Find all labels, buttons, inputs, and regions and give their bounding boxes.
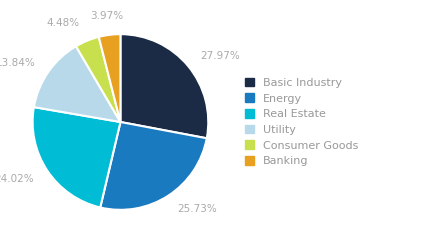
Wedge shape [120, 34, 208, 138]
Wedge shape [34, 46, 120, 122]
Text: 13.84%: 13.84% [0, 58, 35, 68]
Text: 27.97%: 27.97% [200, 51, 240, 61]
Text: 24.02%: 24.02% [0, 174, 34, 184]
Wedge shape [99, 34, 120, 122]
Legend: Basic Industry, Energy, Real Estate, Utility, Consumer Goods, Banking: Basic Industry, Energy, Real Estate, Uti… [245, 78, 358, 166]
Wedge shape [76, 37, 120, 122]
Text: 25.73%: 25.73% [177, 204, 217, 214]
Text: 4.48%: 4.48% [46, 18, 80, 28]
Text: 3.97%: 3.97% [91, 11, 124, 21]
Wedge shape [100, 122, 207, 210]
Wedge shape [32, 107, 120, 207]
